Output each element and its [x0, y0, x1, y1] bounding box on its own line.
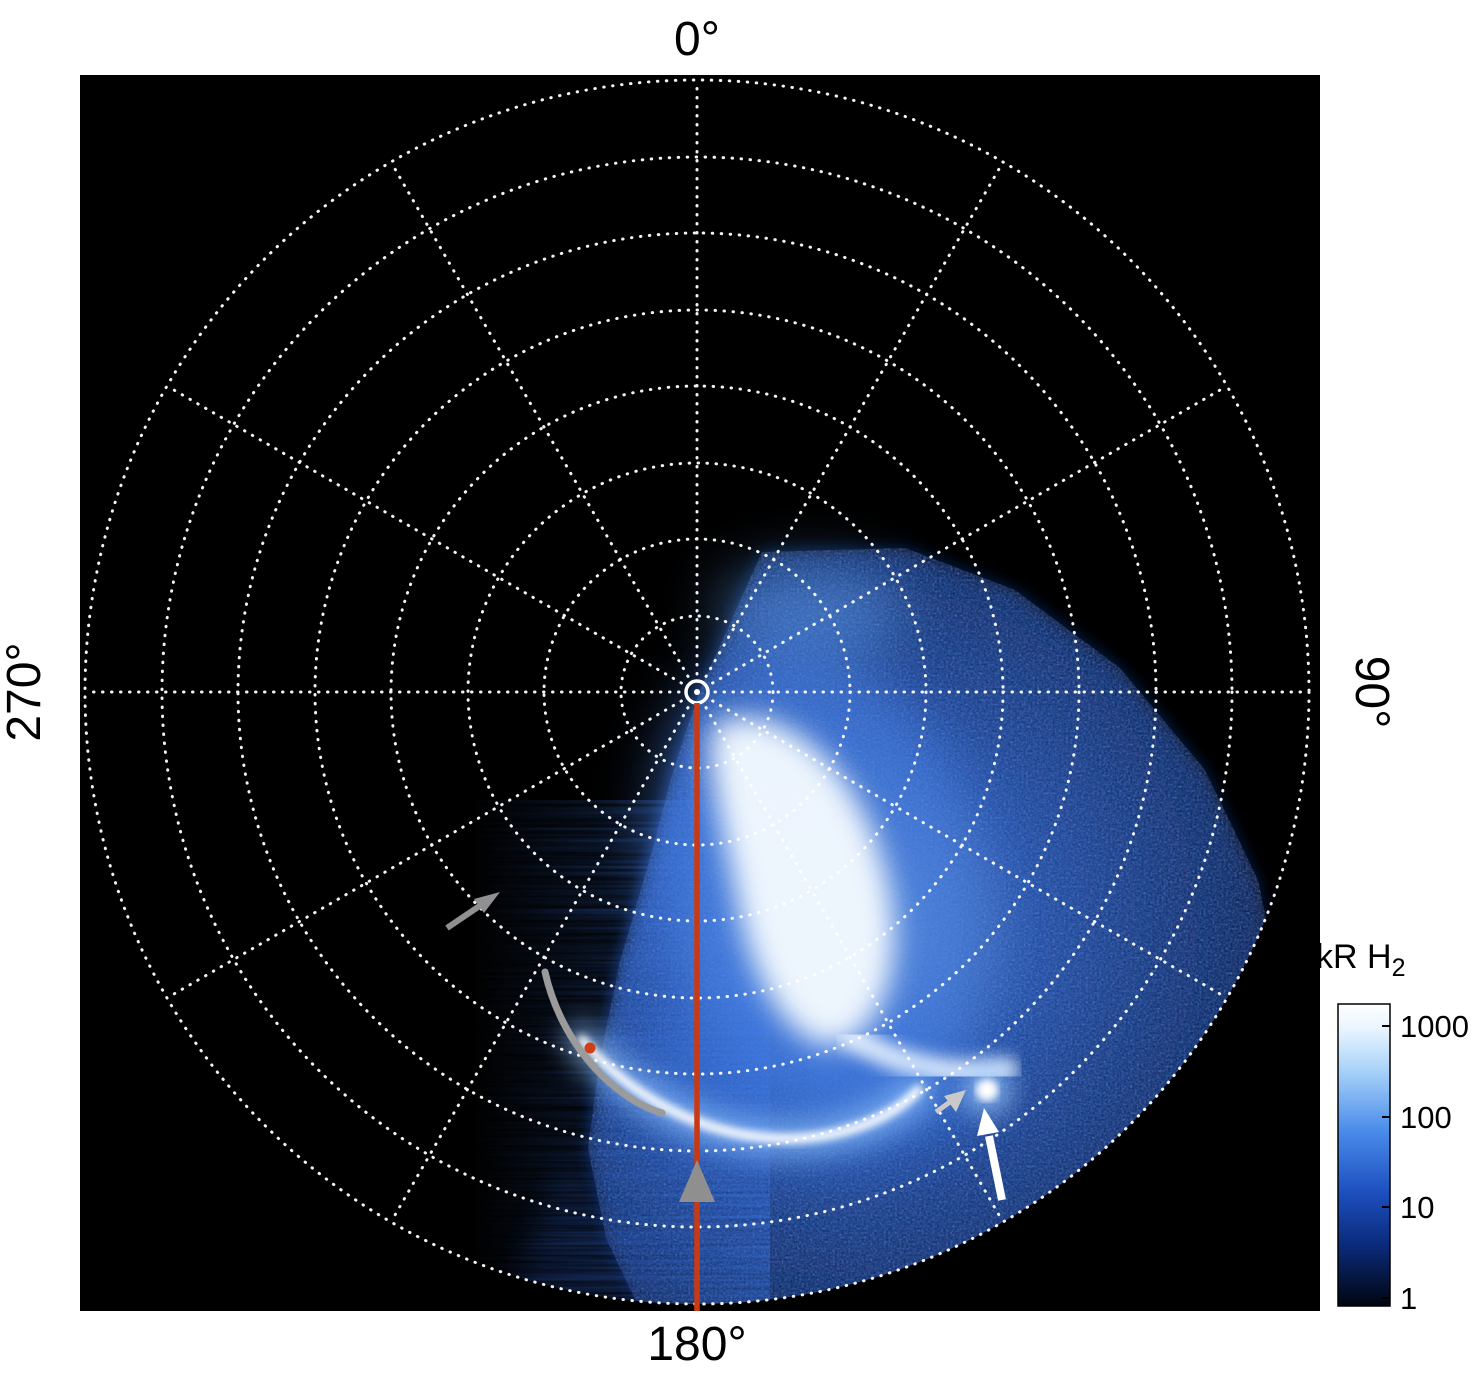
gray-spot-arrow-shaft: [934, 1099, 952, 1115]
angular-gridline: [704, 706, 1005, 1224]
angular-gridlines: [83, 78, 1311, 1306]
aurora-bottom-left-patch: [505, 1170, 660, 1304]
colorbar-title: kR H2: [1316, 938, 1405, 982]
colorbar-tick-label: 1000: [1400, 1009, 1469, 1044]
azimuth-label-bottom: 180°: [647, 1318, 746, 1371]
angular-gridline: [711, 699, 1229, 1000]
aurora-bright-spot: [976, 1079, 998, 1101]
aurora-top-patch: [715, 564, 905, 660]
rotation-arrow-shaft: [445, 902, 483, 931]
grid-ring: [160, 155, 1234, 1229]
colorbar-title-main: kR H: [1316, 938, 1392, 976]
white-arrow-shaft: [985, 1135, 1006, 1201]
grid-ring: [83, 78, 1311, 1306]
angular-gridline: [704, 160, 1005, 678]
grid-ring: [313, 308, 1081, 1076]
grid-ring: [619, 614, 775, 770]
colorbar-ticks: [1382, 1025, 1390, 1299]
colorbar-gradient: [1337, 1003, 1391, 1307]
trajectory-dot: [584, 1042, 596, 1054]
colorbar-tick-label: 100: [1400, 1100, 1452, 1135]
azimuth-label-left: 270°: [0, 642, 51, 741]
colorbar-tick-label: 10: [1400, 1190, 1434, 1225]
polar-grid: [83, 78, 1311, 1306]
gray-spot-arrowhead-tip: [944, 1090, 966, 1112]
colorbar: kR H2 1000 100 10 1: [1316, 938, 1469, 1316]
angular-gridline: [389, 160, 690, 678]
angular-gridline: [711, 384, 1229, 685]
trajectory-arc: [541, 968, 666, 1117]
angular-gridline: [389, 706, 690, 1224]
spot-arrow-white: [977, 1108, 1006, 1201]
spot-arrowhead-gray: [934, 1090, 966, 1115]
meridian-arrowhead: [679, 1160, 715, 1202]
colorbar-tick-labels: 1000 100 10 1: [1400, 1009, 1469, 1316]
azimuth-label-top: 0°: [674, 13, 720, 66]
angular-gridline: [165, 384, 683, 685]
aurora-secondary-arc: [577, 1035, 923, 1144]
rotation-arrowhead: [474, 892, 500, 913]
colorbar-tick-label: 1: [1400, 1281, 1417, 1316]
azimuth-label-right: 90°: [1345, 656, 1398, 729]
pole-marker-dot: [694, 689, 700, 695]
colorbar-title-sub: 2: [1392, 954, 1406, 982]
rotation-direction-arrow: [445, 892, 500, 931]
angular-gridline: [165, 699, 683, 1000]
aurora-main-arc: [709, 717, 895, 1046]
white-arrowhead: [977, 1108, 999, 1136]
